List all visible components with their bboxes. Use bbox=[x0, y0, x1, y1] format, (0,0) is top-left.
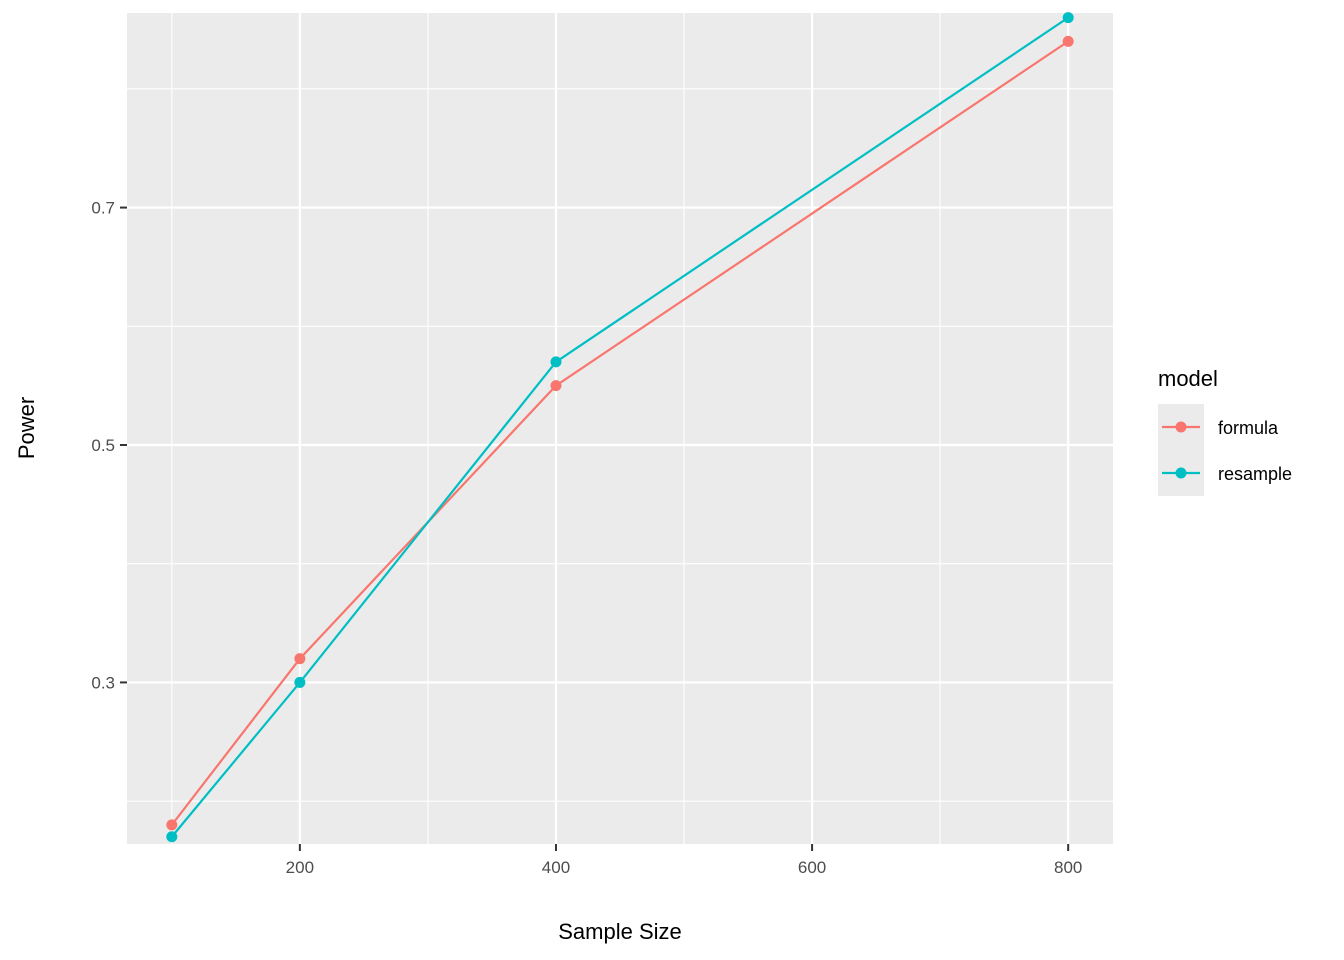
data-point-formula bbox=[166, 819, 178, 831]
minor-gridlines bbox=[127, 13, 1113, 844]
legend: model formula resample bbox=[1158, 366, 1292, 496]
legend-title: model bbox=[1158, 366, 1218, 391]
y-axis-title: Power bbox=[14, 397, 39, 459]
x-tick-label: 800 bbox=[1054, 858, 1082, 877]
series-layer bbox=[166, 12, 1074, 843]
legend-key-background bbox=[1158, 404, 1204, 496]
y-tick-label: 0.7 bbox=[91, 199, 115, 218]
data-point-formula bbox=[294, 653, 306, 665]
legend-label-resample: resample bbox=[1218, 464, 1292, 484]
data-point-formula bbox=[550, 380, 562, 392]
x-tick-label: 400 bbox=[542, 858, 570, 877]
x-axis: 200 400 600 800 bbox=[286, 844, 1082, 877]
series-line-resample bbox=[170, 16, 1069, 838]
legend-label-formula: formula bbox=[1218, 418, 1279, 438]
data-point-resample bbox=[294, 676, 306, 688]
plot-panel bbox=[127, 13, 1113, 844]
x-axis-title: Sample Size bbox=[558, 919, 682, 944]
data-point-resample bbox=[166, 831, 178, 843]
major-gridlines bbox=[127, 13, 1113, 844]
data-point-resample bbox=[1062, 12, 1074, 24]
legend-key-point-formula bbox=[1175, 421, 1187, 433]
data-point-resample bbox=[550, 356, 562, 368]
legend-key-point-resample bbox=[1175, 467, 1187, 479]
y-axis: 0.3 0.5 0.7 bbox=[91, 199, 127, 692]
y-tick-label: 0.3 bbox=[91, 673, 115, 692]
data-point-formula bbox=[1062, 35, 1074, 47]
x-tick-label: 600 bbox=[798, 858, 826, 877]
x-tick-label: 200 bbox=[286, 858, 314, 877]
y-tick-label: 0.5 bbox=[91, 436, 115, 455]
